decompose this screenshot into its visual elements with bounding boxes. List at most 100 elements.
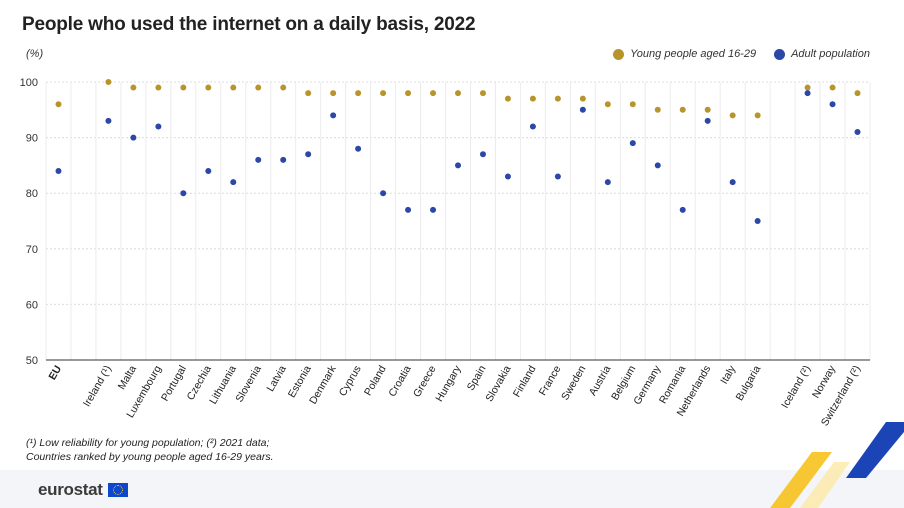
data-point-young: [355, 90, 362, 97]
note-ranking: Countries ranked by young people aged 16…: [26, 451, 274, 463]
eurostat-logo[interactable]: eurostat: [38, 480, 128, 500]
data-point-adult: [554, 173, 561, 180]
data-point-young: [455, 90, 461, 97]
x-tick-label: Ireland (¹): [81, 364, 114, 409]
data-point-adult: [679, 206, 686, 213]
data-point-young: [180, 84, 187, 91]
x-tick-label: Finland: [511, 363, 539, 399]
x-tick-label: Austria: [587, 363, 614, 397]
y-axis-unit-label: (%): [26, 48, 44, 60]
legend-item-adult[interactable]: Adult population: [774, 48, 870, 60]
data-point-adult: [55, 167, 62, 174]
data-point-adult: [155, 123, 162, 130]
data-point-adult: [704, 117, 711, 124]
x-tick-label: Sweden: [559, 363, 588, 402]
data-point-young: [529, 95, 536, 102]
data-point-young: [280, 84, 287, 91]
eu-flag-icon: [107, 483, 128, 497]
decor-blue-stripe: [846, 422, 904, 478]
logo-text: eurostat: [38, 480, 103, 499]
data-point-young: [504, 95, 511, 102]
data-point-young: [55, 101, 62, 108]
data-point-adult: [405, 206, 412, 213]
y-tick-label: 100: [20, 77, 38, 89]
data-point-young: [155, 84, 162, 91]
data-point-young: [305, 90, 312, 97]
data-point-young: [579, 95, 586, 102]
y-tick-label: 60: [26, 299, 38, 311]
note-reliability: (¹) Low reliability for young population…: [26, 437, 270, 449]
x-tick-label: EU: [46, 364, 64, 383]
data-point-young: [255, 84, 262, 91]
data-point-young: [405, 90, 412, 97]
data-point-young: [679, 106, 686, 113]
y-tick-label: 50: [26, 355, 38, 367]
y-tick-label: 90: [26, 133, 38, 145]
data-point-young: [230, 84, 237, 91]
data-point-adult: [629, 140, 636, 147]
x-tick-label: Croatia: [386, 363, 413, 398]
data-point-adult: [504, 173, 511, 180]
data-point-adult: [280, 156, 287, 163]
data-point-adult: [604, 179, 611, 186]
data-point-adult: [430, 206, 437, 213]
x-tick-label: Latvia: [264, 363, 288, 393]
x-tick-label: Spain: [465, 363, 489, 392]
data-point-adult: [230, 179, 237, 186]
x-tick-label: Hungary: [433, 363, 464, 404]
data-point-adult: [255, 156, 262, 163]
data-point-adult: [205, 167, 212, 174]
data-point-adult: [330, 112, 337, 119]
data-point-adult: [105, 117, 112, 124]
data-point-adult: [654, 162, 661, 169]
data-point-adult: [579, 106, 586, 113]
data-point-young: [629, 101, 636, 108]
legend-item-young[interactable]: Young people aged 16-29: [613, 48, 756, 60]
legend: Young people aged 16-29 Adult population: [613, 48, 870, 60]
data-point-adult: [455, 162, 461, 169]
x-tick-label: Malta: [116, 363, 139, 391]
legend-swatch-young: [613, 48, 625, 60]
data-point-adult: [854, 129, 861, 136]
chart-notes: (¹) Low reliability for young population…: [26, 436, 274, 464]
legend-label-adult: Adult population: [791, 48, 870, 60]
data-point-young: [380, 90, 387, 97]
data-point-young: [430, 90, 437, 97]
data-point-young: [330, 90, 337, 97]
data-point-young: [554, 95, 561, 102]
data-point-young: [105, 79, 112, 85]
data-point-young: [854, 90, 861, 97]
x-tick-label: Cyprus: [337, 364, 364, 399]
decorative-chevron-graphic: [770, 422, 904, 508]
data-point-adult: [380, 190, 387, 197]
data-point-young: [604, 101, 611, 108]
data-point-adult: [479, 151, 486, 158]
data-point-young: [479, 90, 486, 97]
x-tick-label: Poland: [362, 363, 389, 397]
data-point-young: [654, 106, 661, 113]
x-tick-label: Italy: [718, 363, 738, 386]
x-tick-label: Iceland (²): [779, 364, 813, 411]
legend-label-young: Young people aged 16-29: [630, 48, 757, 60]
legend-swatch-adult: [774, 48, 786, 60]
data-point-adult: [305, 151, 312, 158]
data-point-young: [729, 112, 736, 119]
y-tick-label: 80: [26, 188, 38, 200]
data-point-adult: [829, 101, 836, 108]
data-point-adult: [180, 190, 187, 197]
data-point-adult: [529, 123, 536, 130]
y-tick-label: 70: [26, 244, 38, 256]
data-point-young: [804, 84, 811, 91]
data-point-adult: [804, 90, 811, 97]
data-point-young: [754, 112, 761, 119]
footer-band: [0, 470, 904, 508]
chart-title: People who used the internet on a daily …: [22, 14, 476, 35]
data-point-young: [205, 84, 212, 91]
decor-light-stripe: [800, 462, 850, 508]
data-point-young: [130, 84, 137, 91]
x-tick-label: Bulgaria: [734, 363, 764, 403]
data-point-adult: [355, 145, 362, 152]
data-point-young: [704, 106, 711, 113]
decor-yellow-stripe: [770, 452, 832, 508]
